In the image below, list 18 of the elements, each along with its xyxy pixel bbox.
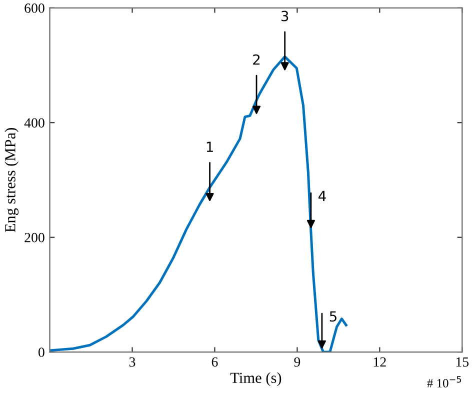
annotation: 3 (281, 10, 288, 22)
y-tick-label: 600 (24, 4, 44, 13)
x-axis-title: Time (s) (230, 372, 282, 386)
y-tick-label: 400 (24, 118, 44, 128)
x-tick-label: 15 (456, 357, 469, 367)
y-tick-label: 0 (38, 348, 44, 357)
annotation: 5 (330, 311, 336, 322)
x-tick-label: 9 (294, 357, 300, 367)
y-axis-title: Eng stress (MPa) (4, 128, 19, 232)
x-tick-label: 6 (212, 357, 218, 367)
text: # 10$^{−5}$ (427, 376, 462, 388)
x-tick-label: 12 (374, 357, 386, 367)
annotation: 2 (253, 54, 260, 65)
line-series (50, 55, 348, 352)
annotation: 4 (318, 190, 326, 202)
x-tick-label: 3 (129, 357, 136, 367)
annotation: 1 (206, 142, 213, 152)
y-tick-label: 200 (24, 232, 44, 242)
